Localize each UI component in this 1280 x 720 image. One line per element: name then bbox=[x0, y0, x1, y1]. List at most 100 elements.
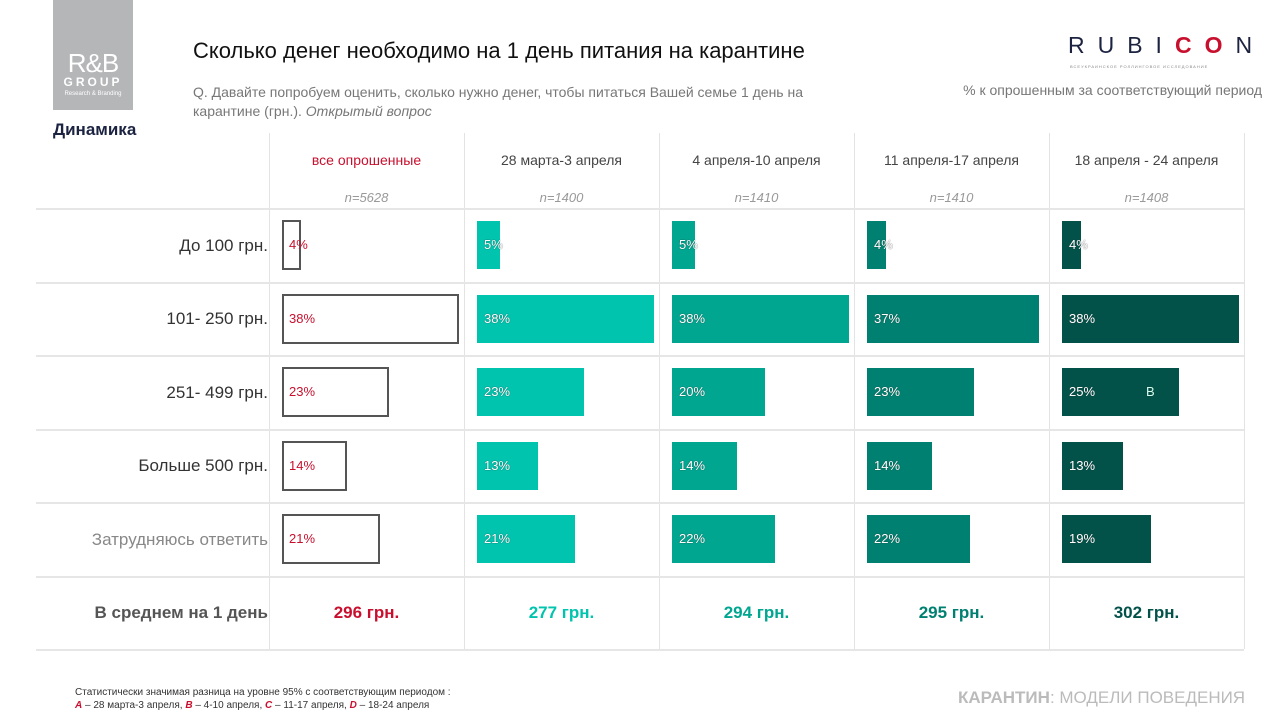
data-label: 38% bbox=[1069, 310, 1096, 326]
bar bbox=[1062, 515, 1151, 563]
data-label: 38% bbox=[679, 310, 706, 326]
bar bbox=[672, 441, 738, 490]
data-label: 21% bbox=[289, 531, 316, 546]
data-label: 23% bbox=[484, 384, 511, 399]
row-label: Затрудняюсь ответить bbox=[91, 529, 268, 549]
data-label: 5% bbox=[679, 237, 698, 252]
row-label: 251- 499 грн. bbox=[166, 382, 268, 402]
data-label: 25% bbox=[1069, 384, 1096, 399]
data-label: 13% bbox=[484, 457, 511, 473]
data-label: 14% bbox=[679, 457, 706, 473]
average-value: 277 грн. bbox=[528, 602, 595, 622]
bar bbox=[1062, 294, 1240, 343]
bar bbox=[672, 294, 850, 343]
logo-group: GROUP bbox=[63, 75, 123, 89]
bar bbox=[1062, 221, 1081, 269]
sample-size: n=1400 bbox=[539, 190, 584, 205]
fn-c: C bbox=[265, 700, 273, 711]
data-label: 38% bbox=[484, 310, 511, 326]
grid-hline bbox=[36, 649, 1244, 651]
fn-c-text: – 11-17 апреля, bbox=[272, 700, 350, 711]
bar bbox=[867, 368, 975, 416]
grid-vline bbox=[659, 133, 660, 649]
bar bbox=[282, 514, 380, 564]
grid-vline bbox=[1049, 133, 1050, 649]
question: Q. Давайте попробуем оценить, сколько ну… bbox=[193, 84, 804, 119]
question-text: Q. Давайте попробуем оценить, сколько ну… bbox=[193, 83, 873, 121]
bar bbox=[282, 220, 301, 270]
sample-size: n=1410 bbox=[929, 190, 974, 205]
bar bbox=[282, 293, 460, 344]
percent-note: % к опрошенным за соответствующий период bbox=[963, 82, 1262, 98]
grid-hline bbox=[36, 429, 1244, 431]
section-label: Динамика bbox=[53, 120, 137, 139]
bar bbox=[1062, 368, 1179, 416]
grid-hline bbox=[36, 502, 1244, 504]
brand-footer: КАРАНТИН: МОДЕЛИ ПОВЕДЕНИЯ bbox=[958, 688, 1245, 708]
data-label: 23% bbox=[874, 384, 901, 399]
grid-vline bbox=[464, 133, 465, 649]
bar bbox=[282, 367, 390, 417]
fn-d: D bbox=[349, 700, 357, 711]
footnote-line1: Статистически значимая разница на уровне… bbox=[75, 687, 451, 698]
footnote-line2: A – 28 марта-3 апреля, B – 4-10 апреля, … bbox=[75, 699, 451, 712]
column-header: 28 марта-3 апреля bbox=[501, 152, 622, 168]
rubicon-a: RUBI bbox=[1068, 32, 1175, 58]
bar bbox=[867, 294, 1040, 343]
bar bbox=[477, 515, 575, 563]
brand-bold: КАРАНТИН bbox=[958, 688, 1050, 707]
grid-vline bbox=[1244, 133, 1245, 649]
bar bbox=[867, 441, 933, 490]
bar bbox=[282, 440, 348, 491]
grid-hline bbox=[36, 282, 1244, 284]
footnote: Статистически значимая разница на уровне… bbox=[75, 686, 451, 712]
row-label: Больше 500 грн. bbox=[138, 456, 268, 475]
data-label: 22% bbox=[874, 531, 901, 546]
data-label: 38% bbox=[289, 310, 316, 326]
average-label: В среднем на 1 день bbox=[94, 603, 268, 622]
data-label: 23% bbox=[289, 384, 316, 399]
bar bbox=[477, 441, 538, 490]
grid-hline bbox=[36, 576, 1244, 578]
data-label: 4% bbox=[874, 237, 893, 252]
sample-size: n=5628 bbox=[344, 190, 389, 205]
fn-d-text: – 18-24 апреля bbox=[356, 700, 430, 711]
data-label: 5% bbox=[484, 237, 503, 252]
data-label: 21% bbox=[484, 531, 511, 546]
average-value: 296 грн. bbox=[333, 602, 400, 622]
bar bbox=[477, 368, 585, 416]
column-header: 11 апреля-17 апреля bbox=[884, 152, 1019, 168]
sample-size: n=1408 bbox=[1124, 190, 1169, 205]
logo-sub: Research & Branding bbox=[64, 91, 122, 97]
bar bbox=[672, 368, 766, 416]
grid-hline bbox=[36, 208, 1244, 210]
data-label: 22% bbox=[679, 531, 706, 546]
row-label: До 100 грн. bbox=[179, 235, 268, 255]
fn-b: B bbox=[185, 700, 193, 711]
rubicon-b: CO bbox=[1174, 32, 1236, 58]
data-label: 14% bbox=[874, 457, 901, 473]
fn-a: A bbox=[75, 700, 83, 711]
bar bbox=[672, 515, 775, 563]
rubicon-subtitle: ВСЕУКРАИНСКОЕ РОЛЛИНГОВОЕ ИССЛЕДОВАНИЕ bbox=[1070, 64, 1209, 69]
bar bbox=[477, 294, 655, 343]
page-title: Сколько денег необходимо на 1 день питан… bbox=[193, 38, 805, 63]
grid-vline bbox=[854, 133, 855, 649]
bar bbox=[867, 515, 970, 563]
data-label: 13% bbox=[1069, 457, 1096, 473]
bar bbox=[1062, 441, 1123, 490]
column-header: 18 апреля - 24 апреля bbox=[1074, 152, 1219, 168]
column-header: 4 апреля-10 апреля bbox=[692, 152, 821, 168]
question-note: Открытый вопрос bbox=[305, 103, 432, 119]
brand-rest: : МОДЕЛИ ПОВЕДЕНИЯ bbox=[1049, 688, 1246, 707]
bar bbox=[477, 221, 501, 269]
fn-a-text: – 28 марта-3 апреля, bbox=[82, 700, 186, 711]
grid-hline bbox=[36, 355, 1244, 357]
rubicon-c: N bbox=[1235, 32, 1266, 58]
data-label: 37% bbox=[874, 310, 901, 326]
rb-group-logo: R&B GROUP Research & Branding bbox=[53, 0, 133, 110]
rubicon-logo: RUBICON bbox=[1068, 32, 1265, 59]
data-label: 19% bbox=[1069, 531, 1096, 546]
grid-vline bbox=[269, 133, 270, 649]
bar bbox=[867, 221, 886, 269]
